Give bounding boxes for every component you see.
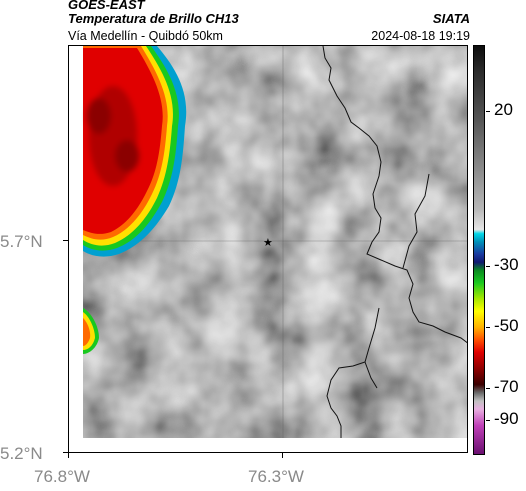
colorbar-label: 20: [494, 100, 513, 119]
timestamp-label: 2024-08-18 19:19: [371, 29, 470, 43]
colorbar-tick: [486, 420, 490, 421]
map-image: ★: [69, 46, 467, 452]
lon-label: 76.3°W: [248, 467, 304, 486]
colorbar-tick: [486, 266, 490, 267]
lat-label: 5.2°N: [0, 444, 43, 463]
product-title: Temperatura de Brillo CH13: [68, 11, 239, 26]
no-data-strip: [83, 438, 467, 452]
small-cell: [83, 308, 99, 354]
colorbar-label: -50: [494, 316, 519, 335]
lon-tick: [68, 453, 69, 458]
star-icon[interactable]: ★: [263, 236, 273, 249]
lon-tick: [282, 453, 283, 458]
lat-label: 5.7°N: [0, 232, 43, 251]
boundary-lines: [322, 46, 467, 438]
no-data-left: [69, 46, 83, 452]
colorbar: [473, 45, 485, 455]
lon-label: 76.8°W: [34, 467, 90, 486]
colorbar-tick: [486, 111, 490, 112]
lat-tick: [63, 240, 68, 241]
colorbar-label: -90: [494, 409, 519, 428]
agency-label: SIATA: [432, 11, 470, 26]
colorbar-label: -70: [494, 377, 519, 396]
colorbar-label: -30: [494, 255, 519, 274]
region-label: Vía Medellín - Quibdó 50km: [68, 29, 223, 43]
colorbar-tick: [486, 327, 490, 328]
satellite-map[interactable]: ★: [68, 45, 468, 453]
satellite-title: GOES-EAST: [68, 0, 145, 12]
colorbar-tick: [486, 388, 490, 389]
lat-tick: [63, 452, 68, 453]
convective-cell: [83, 46, 187, 257]
